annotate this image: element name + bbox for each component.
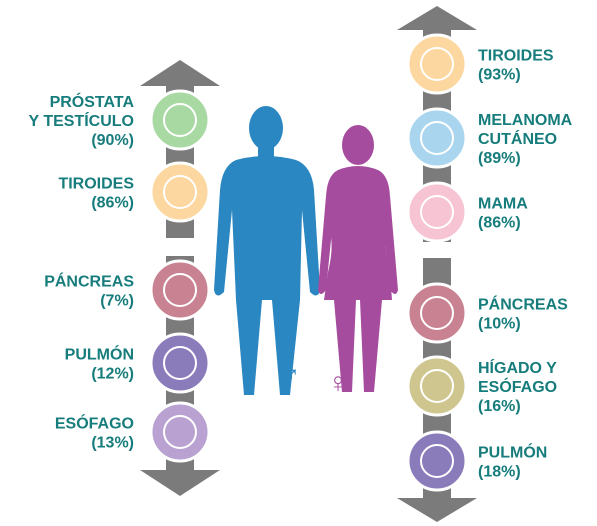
survival-percent: (89%) [478, 150, 521, 167]
organ-icon [408, 432, 466, 490]
organ-icon [408, 357, 466, 415]
organ-icon [408, 35, 466, 93]
organ-name: Y TESTÍCULO [29, 111, 135, 130]
organ-name: TIROIDES [58, 176, 134, 193]
organ-name: ESÓFAGO [478, 377, 557, 396]
organ-icon [151, 334, 209, 392]
organ-icon [151, 403, 209, 461]
female-figure [318, 125, 398, 392]
survival-percent: (86%) [91, 195, 134, 212]
survival-percent: (90%) [91, 132, 134, 149]
survival-percent: (86%) [478, 215, 521, 232]
infographic: ♂ ♀ PRÓSTATAY TESTÍCULO (90%) TIROIDES (86%… [0, 0, 597, 526]
organ-name: PÁNCREAS [478, 295, 568, 314]
organ-name: ESÓFAGO [55, 414, 134, 433]
organ-name: PULMÓN [65, 345, 134, 364]
organ-icon [408, 109, 466, 167]
organ-icon [151, 261, 209, 319]
survival-percent: (93%) [478, 67, 521, 84]
organ-name: PÁNCREAS [44, 272, 134, 291]
organ-icon [408, 183, 466, 241]
organ-icon [151, 91, 209, 149]
organ-icon [408, 284, 466, 342]
organ-name: MELANOMA [478, 112, 573, 129]
organ-name: CUTÁNEO [478, 129, 557, 148]
male-figure [214, 106, 320, 395]
organ-name: PULMÓN [478, 443, 547, 462]
female-symbol: ♀ [328, 367, 349, 398]
survival-percent: (12%) [91, 366, 134, 383]
male-symbol: ♂ [280, 359, 301, 390]
survival-percent: (16%) [478, 398, 521, 415]
survival-percent: (18%) [478, 464, 521, 481]
survival-percent: (7%) [100, 293, 134, 310]
organ-name: MAMA [478, 196, 528, 213]
survival-percent: (13%) [91, 435, 134, 452]
organ-name: HÍGADO Y [478, 358, 557, 377]
organ-name: PRÓSTATA [50, 92, 135, 111]
survival-percent: (10%) [478, 316, 521, 333]
organ-name: TIROIDES [478, 48, 554, 65]
organ-icon [151, 163, 209, 221]
